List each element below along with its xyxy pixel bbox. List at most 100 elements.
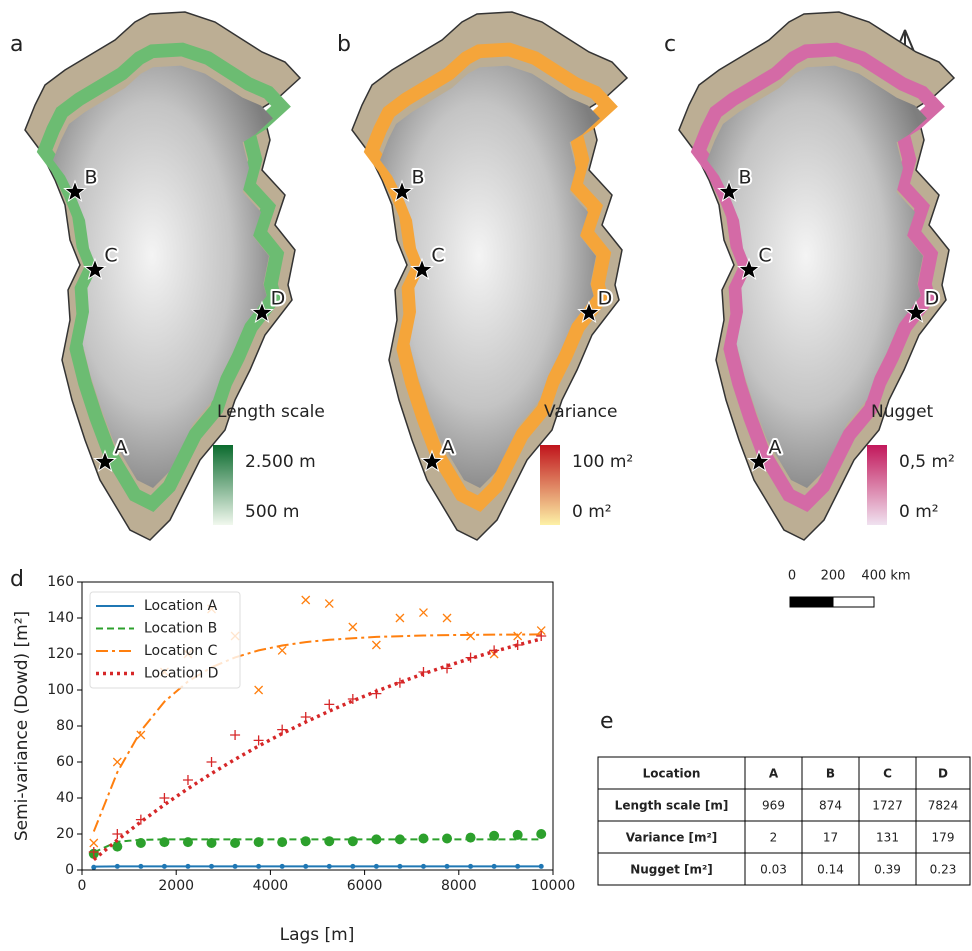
map-panel: b A B C D Variance 100 m² 0 m² (337, 12, 633, 540)
x-tick-label: 10000 (531, 878, 576, 894)
station-label: B (738, 167, 751, 189)
data-point (278, 646, 286, 654)
y-tick-label: 0 (65, 862, 74, 878)
colorbar-label: 0 m² (572, 502, 612, 522)
data-point (513, 640, 523, 650)
data-point (277, 725, 287, 735)
station-label: A (769, 437, 782, 459)
data-point (372, 641, 380, 649)
data-point (466, 653, 476, 663)
table-value: 131 (876, 831, 899, 845)
y-tick-label: 160 (47, 574, 74, 590)
table-value: Nugget [m²] (630, 863, 713, 877)
table-value: Variance [m²] (626, 831, 718, 845)
table-value: 0.03 (760, 863, 787, 877)
data-point (230, 730, 240, 740)
station-label: C (431, 245, 444, 267)
legend-label: Location A (144, 598, 218, 614)
table-header: D (938, 767, 948, 781)
station-label: D (271, 288, 286, 310)
scale-label: 400 km (861, 569, 910, 584)
y-tick-label: 20 (56, 826, 74, 842)
data-point (301, 836, 311, 846)
colorbar (540, 445, 560, 525)
y-tick-label: 140 (47, 610, 74, 626)
y-tick-label: 80 (56, 718, 74, 734)
data-point (467, 632, 475, 640)
panel-label: d (10, 567, 24, 592)
station-label: B (411, 167, 424, 189)
colorbar-label: 100 m² (572, 452, 633, 472)
panel-label: c (664, 32, 676, 57)
panel-label: a (10, 32, 23, 57)
data-point (514, 632, 522, 640)
map-panel: a A B C D Length scale 2.500 m 500 m (10, 12, 325, 540)
data-point (112, 829, 122, 839)
data-point (183, 775, 193, 785)
table-value: Length scale [m] (615, 799, 729, 813)
data-point (348, 836, 358, 846)
x-tick-label: 2000 (158, 878, 194, 894)
data-point (349, 623, 357, 631)
panel-label: e (600, 709, 614, 734)
data-point (324, 836, 334, 846)
table-value: 2 (770, 831, 778, 845)
scale-label: 0 (788, 569, 796, 584)
data-point (113, 758, 121, 766)
table-value: 874 (819, 799, 842, 813)
table-header: Location (643, 767, 701, 781)
data-point (159, 793, 169, 803)
station-label: D (598, 288, 613, 310)
station-label: D (925, 288, 940, 310)
colorbar-label: 500 m (245, 502, 299, 522)
data-point (207, 757, 217, 767)
legend-title: Length scale (217, 402, 325, 422)
station-label: C (758, 245, 771, 267)
table-header: B (826, 767, 835, 781)
table-value: 17 (823, 831, 838, 845)
table-value: 179 (932, 831, 955, 845)
station-label: A (115, 437, 128, 459)
colorbar-label: 0 m² (899, 502, 939, 522)
data-point (302, 596, 310, 604)
panel-label: b (337, 32, 351, 57)
legend-label: Location C (144, 643, 218, 659)
colorbar-label: 2.500 m (245, 452, 316, 472)
y-tick-label: 120 (47, 646, 74, 662)
y-axis-title: Semi-variance (Dowd) [m²] (12, 611, 32, 841)
legend-title: Nugget (871, 402, 934, 422)
table-value: 1727 (872, 799, 903, 813)
x-tick-label: 0 (78, 878, 87, 894)
table-value: 969 (762, 799, 785, 813)
legend-title: Variance (544, 402, 617, 422)
y-tick-label: 100 (47, 682, 74, 698)
table-value: 0.39 (874, 863, 901, 877)
data-point (443, 614, 451, 622)
scale-bar-segment (833, 597, 874, 607)
x-tick-label: 4000 (253, 878, 289, 894)
station-label: C (104, 245, 117, 267)
data-point (419, 609, 427, 617)
table-value: 7824 (928, 799, 959, 813)
x-tick-label: 6000 (347, 878, 383, 894)
station-label: A (442, 437, 455, 459)
data-point (90, 839, 98, 847)
scale-bar-segment (790, 597, 833, 607)
y-tick-label: 60 (56, 754, 74, 770)
table-value: 0.14 (817, 863, 844, 877)
station-label: B (84, 167, 97, 189)
colorbar (213, 445, 233, 525)
table-header: A (769, 767, 779, 781)
data-point (325, 600, 333, 608)
x-axis-title: Lags [m] (280, 925, 355, 945)
legend-label: Location D (144, 666, 218, 682)
legend-label: Location B (144, 621, 217, 637)
table-header: C (883, 767, 892, 781)
x-tick-label: 8000 (441, 878, 477, 894)
data-point (466, 833, 476, 843)
data-point (396, 614, 404, 622)
scale-label: 200 (821, 569, 846, 584)
y-tick-label: 40 (56, 790, 74, 806)
